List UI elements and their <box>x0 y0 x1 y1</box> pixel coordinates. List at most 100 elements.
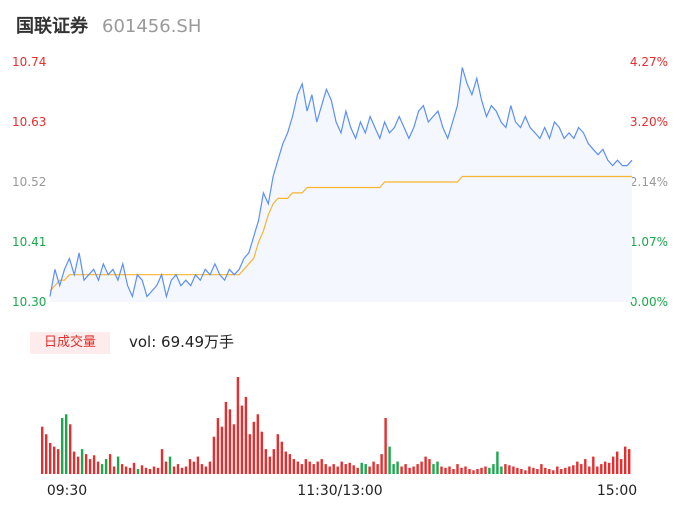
volume-bar <box>356 467 359 474</box>
volume-bar <box>624 446 627 474</box>
volume-bar <box>41 426 44 474</box>
x-tick-label: 11:30/13:00 <box>297 483 382 499</box>
volume-bar <box>268 456 271 474</box>
volume-bar <box>628 449 631 474</box>
volume-bar <box>88 459 92 474</box>
volume-bar <box>360 462 363 474</box>
x-tick-label: 15:00 <box>597 483 637 499</box>
volume-bar <box>108 454 112 474</box>
volume-bar <box>600 464 603 474</box>
volume-bar <box>112 466 116 474</box>
volume-bar <box>472 470 475 474</box>
volume-bar <box>352 465 355 474</box>
volume-bar <box>176 464 180 474</box>
volume-bar <box>168 456 172 474</box>
volume-bar <box>424 456 427 474</box>
volume-period-badge[interactable]: 日成交量 <box>30 332 110 354</box>
volume-bar <box>45 434 48 474</box>
volume-bar <box>248 434 251 474</box>
volume-bar <box>484 466 487 474</box>
volume-bar <box>532 467 535 474</box>
volume-bar <box>264 449 267 474</box>
volume-bar <box>528 466 531 474</box>
volume-bar <box>608 462 611 474</box>
y-tick-right: 0.00% <box>630 295 668 309</box>
volume-bar <box>464 466 467 474</box>
volume-bar <box>208 461 212 474</box>
volume-bar <box>212 436 216 474</box>
series-price-line <box>49 67 633 299</box>
volume-bar <box>460 467 463 474</box>
volume-bar <box>136 469 140 474</box>
volume-bar <box>348 462 351 474</box>
volume-bar <box>116 456 120 474</box>
volume-bar <box>572 465 575 474</box>
volume-bar <box>408 467 411 474</box>
volume-bar <box>120 464 124 474</box>
volume-bar <box>512 466 515 474</box>
volume-bar <box>552 470 555 474</box>
volume-bar <box>296 461 299 474</box>
volume-bar <box>192 461 196 474</box>
volume-bar <box>420 461 423 474</box>
stock-name: 国联证券 <box>16 16 88 37</box>
volume-bar <box>156 467 160 474</box>
volume-bar <box>604 461 607 474</box>
volume-bar <box>564 467 567 474</box>
volume-bar <box>400 466 403 474</box>
volume-bar <box>132 462 136 474</box>
volume-bar <box>452 469 455 474</box>
volume-bar <box>456 464 459 474</box>
volume-bar <box>544 467 547 474</box>
volume-bar <box>53 446 56 474</box>
volume-bar <box>372 461 375 474</box>
volume-bar <box>504 464 507 474</box>
volume-bar <box>304 459 307 474</box>
volume-bar <box>256 414 259 474</box>
volume-bar <box>580 464 583 474</box>
volume-bar <box>252 421 255 474</box>
volume-bar <box>432 464 435 474</box>
volume-bar <box>57 449 60 474</box>
y-tick-left: 10.41 <box>12 235 46 249</box>
volume-bar <box>164 461 168 474</box>
volume-bar <box>476 469 479 474</box>
volume-bar <box>220 426 224 474</box>
y-tick-right: 3.20% <box>630 115 668 129</box>
volume-bar <box>152 466 156 474</box>
volume-bar <box>364 464 367 474</box>
y-tick-left: 10.52 <box>12 175 46 189</box>
volume-bar <box>496 451 499 474</box>
volume-bar <box>508 465 511 474</box>
volume-bar <box>224 401 228 474</box>
volume-bar <box>392 464 395 474</box>
volume-bar <box>596 466 599 474</box>
volume-bar <box>468 469 471 474</box>
volume-bar <box>196 456 200 474</box>
volume-bar <box>480 467 483 474</box>
volume-bar <box>140 465 144 474</box>
volume-bar <box>308 461 311 474</box>
volume-bar <box>524 470 527 474</box>
volume-bar <box>288 454 291 474</box>
volume-bar <box>412 466 415 474</box>
volume-bar <box>516 467 519 474</box>
y-tick-right: 4.27% <box>630 55 668 69</box>
volume-bar <box>332 464 335 474</box>
volume-bar <box>556 466 559 474</box>
volume-bar <box>49 442 52 474</box>
volume-bar <box>84 454 88 474</box>
y-tick-right: 2.14% <box>630 175 668 189</box>
volume-bar <box>568 466 571 474</box>
volume-bar <box>344 464 347 474</box>
volume-bar <box>300 464 303 474</box>
volume-bar <box>536 469 539 474</box>
volume-bar <box>104 459 108 474</box>
volume-bar <box>388 446 391 474</box>
volume-bar <box>128 467 132 474</box>
volume-bar <box>540 464 543 474</box>
volume-bar <box>396 461 399 474</box>
y-tick-left: 10.74 <box>12 55 46 69</box>
volume-bar <box>244 396 248 474</box>
